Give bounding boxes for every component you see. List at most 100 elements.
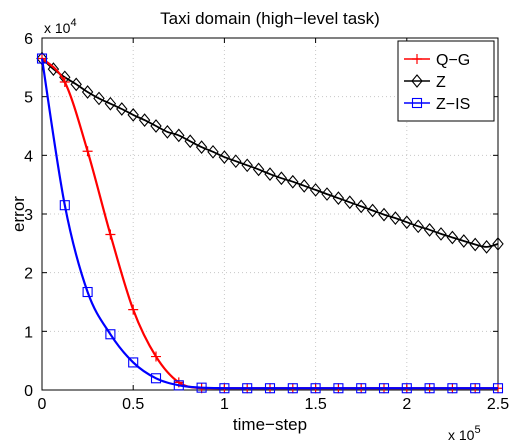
data-point-z <box>116 102 128 116</box>
data-point-z <box>389 211 402 225</box>
data-point-z <box>47 62 60 76</box>
data-point-z <box>412 219 424 234</box>
data-point-z-is <box>196 382 207 393</box>
x-axis-label: time−step <box>233 415 307 434</box>
data-point-q-g <box>128 304 139 315</box>
data-point-z-is <box>59 200 70 211</box>
data-point-z <box>150 119 162 133</box>
legend-label-z-is: Z−IS <box>436 96 470 113</box>
data-point-z-is <box>150 373 162 384</box>
data-point-z <box>469 237 481 252</box>
data-point-z-is <box>173 380 184 391</box>
data-point-q-g <box>151 351 161 362</box>
data-point-z <box>173 128 185 143</box>
data-point-z <box>309 183 322 197</box>
data-point-z-is <box>105 329 116 340</box>
y-axis-label: error <box>9 196 28 232</box>
data-point-q-g <box>59 77 70 87</box>
data-point-z-is <box>219 383 230 394</box>
data-point-z-is <box>333 383 344 394</box>
data-point-z <box>480 239 493 254</box>
data-point-z-is <box>470 383 481 394</box>
data-point-z-is <box>242 383 253 394</box>
data-point-z <box>218 150 231 164</box>
x-multiplier-base: x 10 <box>448 427 475 442</box>
data-point-z <box>184 134 196 149</box>
data-point-z <box>446 230 459 245</box>
data-point-z-is <box>492 383 504 394</box>
legend-marker-z-is <box>411 97 423 109</box>
data-point-z-is <box>447 383 458 394</box>
data-point-z <box>435 227 447 241</box>
y-tick-label: 6 <box>24 31 33 48</box>
y-multiplier-base: x 10 <box>44 20 71 36</box>
x-tick-labels: 0 0.5 1 1.5 2 2.5 <box>38 396 510 413</box>
data-point-z <box>275 171 288 186</box>
data-point-z <box>93 91 105 106</box>
data-point-z <box>287 174 299 189</box>
data-point-z <box>492 237 504 251</box>
y-tick-label: 2 <box>24 266 33 283</box>
data-point-z <box>344 195 356 210</box>
data-point-z <box>207 144 219 159</box>
data-point-z <box>138 113 151 127</box>
series-group <box>36 51 504 394</box>
legend-label-z: Z <box>436 74 446 91</box>
data-point-z-is <box>36 53 48 64</box>
y-tick-labels: 0 1 2 3 4 5 6 <box>24 31 33 400</box>
data-point-z <box>366 203 379 218</box>
data-point-z-is <box>128 357 139 368</box>
y-tick-label: 5 <box>24 90 33 107</box>
data-point-z-is <box>356 383 367 394</box>
series-z-is <box>36 53 504 394</box>
data-point-z-is <box>264 383 276 394</box>
data-point-z-is <box>287 383 298 394</box>
x-multiplier-exponent: 5 <box>474 424 480 436</box>
data-point-z-is <box>378 383 390 394</box>
x-tick-label: 0 <box>38 396 47 413</box>
data-point-z <box>195 140 208 154</box>
data-point-z <box>332 191 345 206</box>
series-line-z-is <box>40 58 498 390</box>
legend: Q−G Z Z−IS <box>397 40 495 122</box>
data-point-z <box>355 199 367 214</box>
data-point-z <box>127 107 139 122</box>
data-point-z <box>241 158 253 173</box>
data-point-z <box>298 178 310 193</box>
data-point-z <box>252 162 265 177</box>
x-axis-multiplier: x 105 <box>448 424 481 442</box>
x-tick-label: 0.5 <box>122 396 144 413</box>
x-tick-label: 2 <box>402 396 411 413</box>
data-point-q-g <box>82 146 93 157</box>
legend-marker-z <box>411 74 423 88</box>
y-tick-label: 0 <box>24 383 33 400</box>
data-point-z-is <box>401 383 412 394</box>
legend-marker-q-g <box>412 54 422 64</box>
x-tick-label: 2.5 <box>487 396 509 413</box>
data-point-z <box>378 207 390 222</box>
y-tick-label: 3 <box>24 207 33 224</box>
data-point-z-is <box>424 383 435 394</box>
y-tick-label: 4 <box>24 148 33 165</box>
data-point-z <box>423 222 436 237</box>
data-point-z <box>81 85 94 99</box>
data-point-z <box>70 77 82 92</box>
data-point-z <box>104 96 117 111</box>
data-point-z-is <box>82 286 93 298</box>
data-point-z <box>161 125 174 139</box>
data-point-z <box>458 234 470 248</box>
series-z <box>36 51 504 254</box>
data-point-z-is <box>310 383 321 394</box>
data-point-z <box>401 215 413 230</box>
legend-label-q-g: Q−G <box>436 52 470 69</box>
x-tick-label: 1 <box>220 396 229 413</box>
y-tick-label: 1 <box>24 324 33 341</box>
chart-title: Taxi domain (high−level task) <box>160 9 380 28</box>
data-point-q-g <box>105 229 116 240</box>
data-point-z <box>321 187 333 201</box>
y-axis-multiplier: x 104 <box>44 17 77 36</box>
data-point-z <box>230 154 242 169</box>
data-point-z <box>264 167 276 181</box>
x-tick-label: 1.5 <box>304 396 326 413</box>
